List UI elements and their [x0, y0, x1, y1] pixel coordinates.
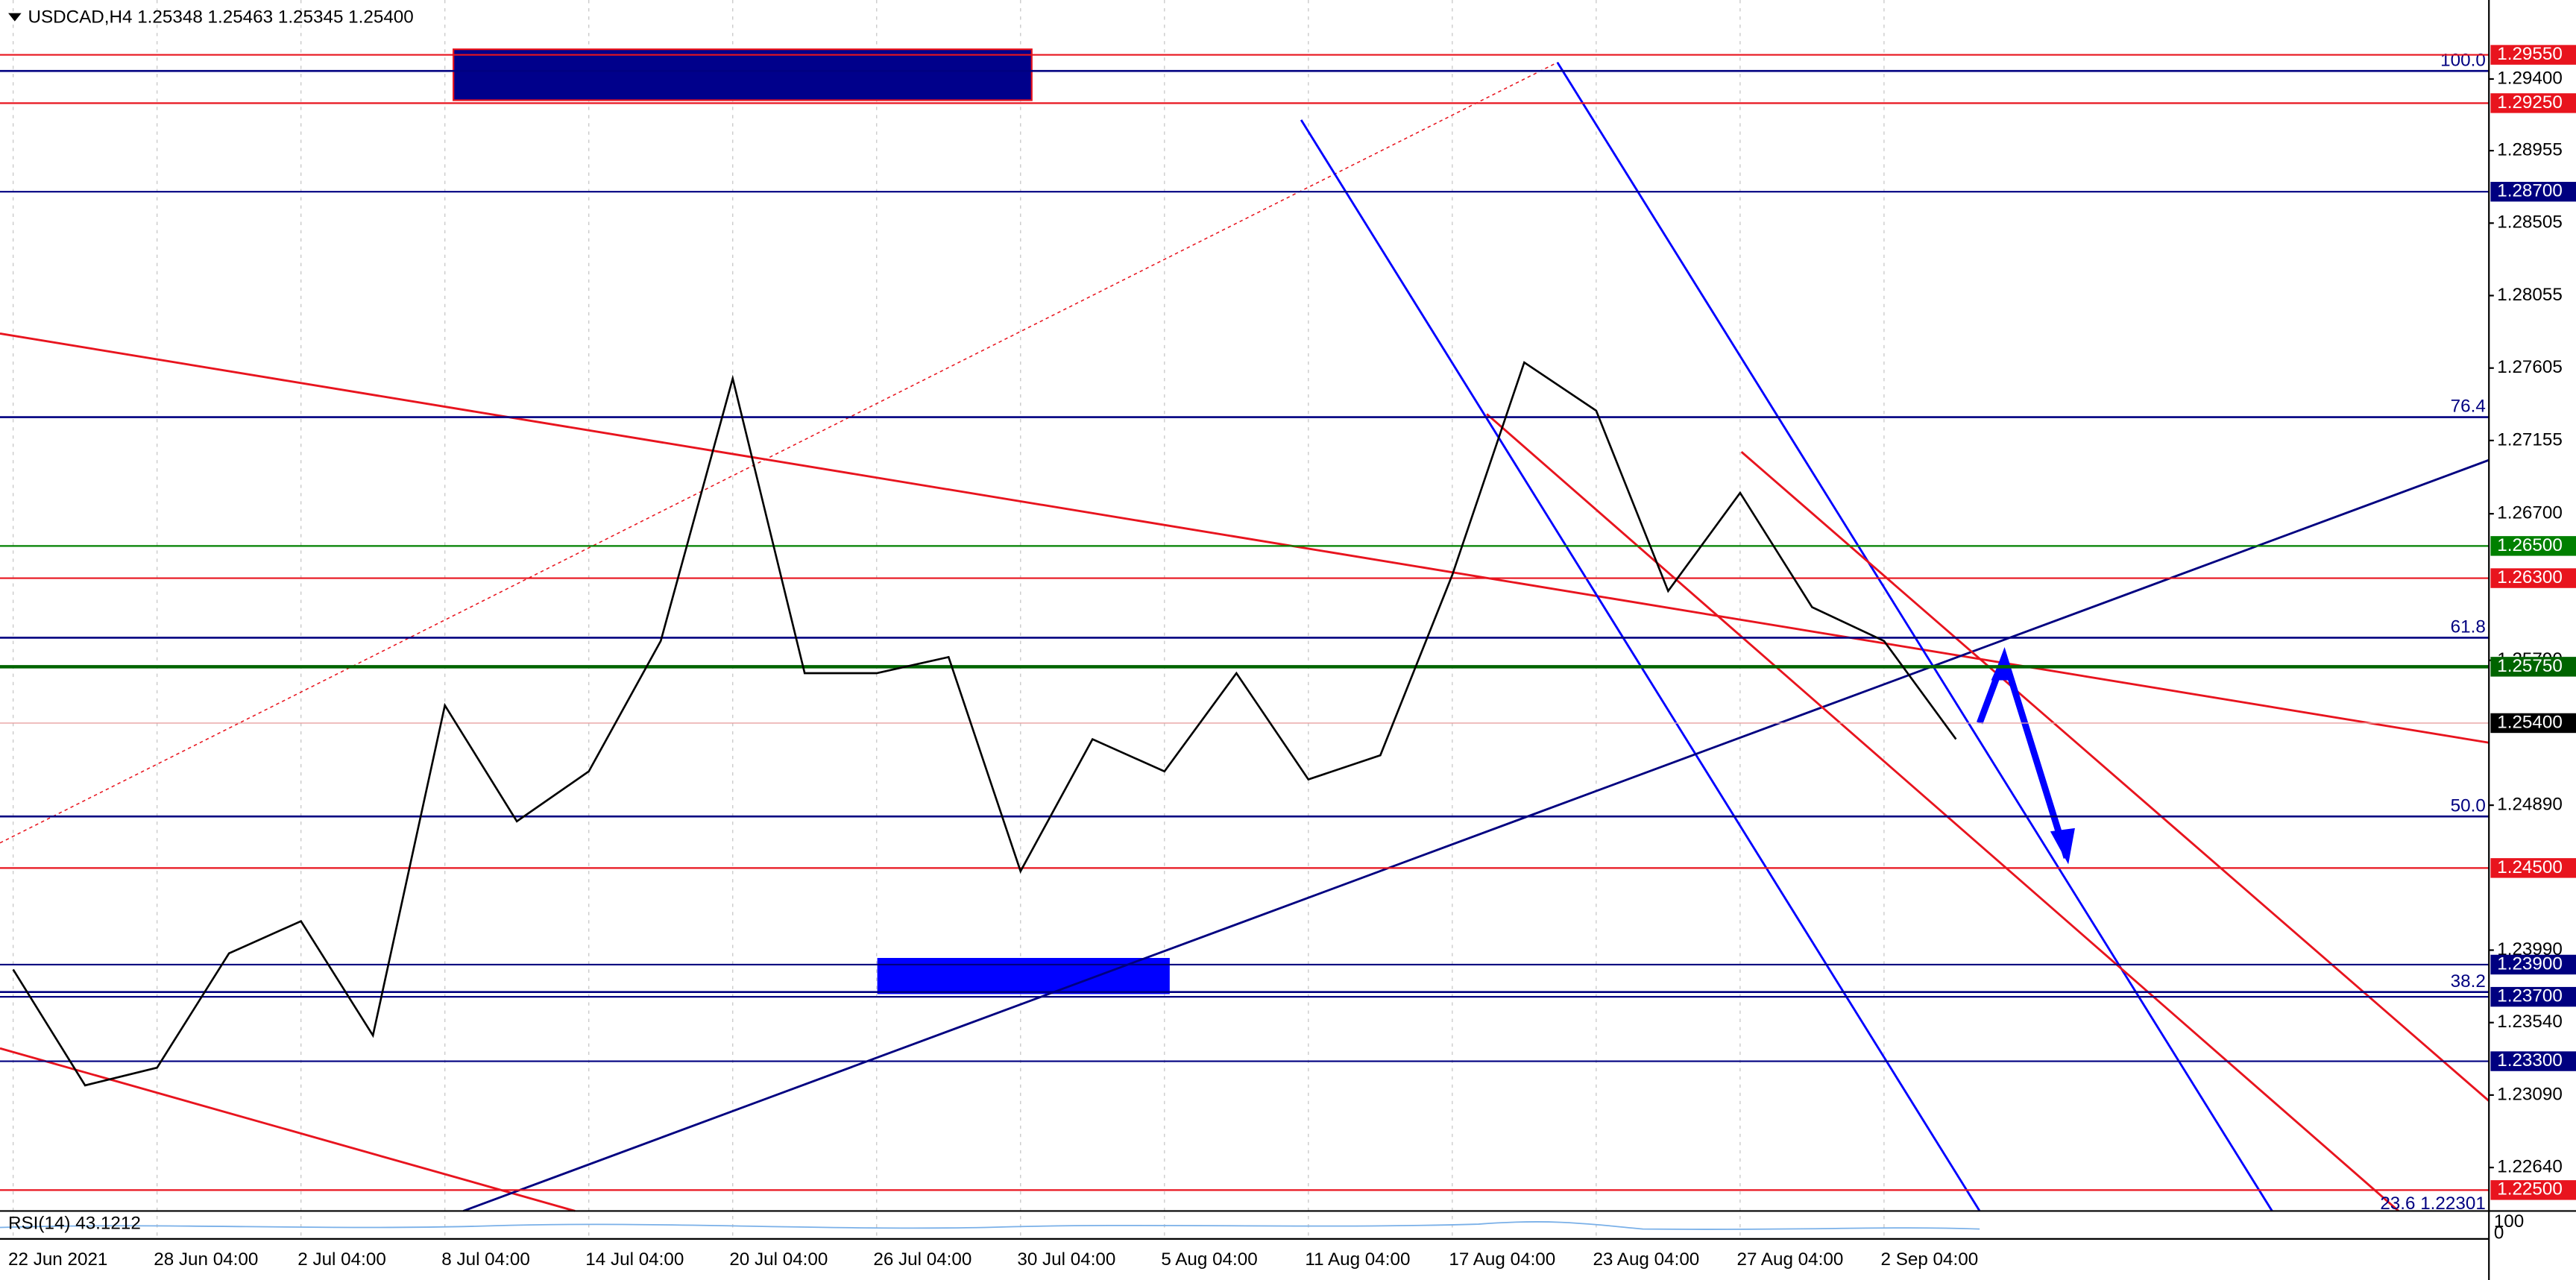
fib-label: 76.4 [2451, 397, 2486, 417]
fib-label: 23.6 1.22301 [2380, 1194, 2485, 1214]
y-tick-label: 1.28955 [2497, 139, 2563, 160]
trendline [0, 332, 2490, 744]
x-tick-label: 27 Aug 04:00 [1736, 1249, 1843, 1270]
x-tick-label: 26 Jul 04:00 [873, 1249, 971, 1270]
zone-rect [453, 48, 1033, 101]
price-label: 1.24500 [2497, 857, 2563, 877]
x-tick-label: 2 Jul 04:00 [297, 1249, 386, 1270]
x-tick-label: 8 Jul 04:00 [441, 1249, 530, 1270]
y-tick-label: 1.23090 [2497, 1084, 2563, 1104]
price-label-box [2490, 181, 2576, 202]
price-label-box [2490, 986, 2576, 1007]
y-tick-label: 1.28505 [2497, 212, 2563, 233]
price-label: 1.29250 [2497, 92, 2563, 113]
arrow-head [2050, 827, 2075, 865]
rsi-scale: 100 [2494, 1211, 2524, 1232]
price-label-box [2490, 713, 2576, 734]
y-tick-label: 1.28055 [2497, 285, 2563, 305]
trendline [462, 458, 2490, 1212]
grid [12, 0, 1885, 1239]
x-tick-label: 17 Aug 04:00 [1449, 1249, 1555, 1270]
price-label-box [2490, 568, 2576, 588]
price-label: 1.22500 [2497, 1179, 2563, 1199]
y-tick-label: 1.27605 [2497, 357, 2563, 377]
rsi-label: RSI(14) 43.1212 [8, 1213, 141, 1233]
fib-label: 50.0 [2451, 795, 2486, 816]
x-tick-label: 30 Jul 04:00 [1017, 1249, 1115, 1270]
price-label: 1.26500 [2497, 535, 2563, 555]
price-label: 1.23300 [2497, 1050, 2563, 1071]
fib-label: 38.2 [2451, 971, 2486, 991]
x-tick-label: 14 Jul 04:00 [585, 1249, 684, 1270]
x-tick-label: 11 Aug 04:00 [1305, 1249, 1410, 1270]
price-label-box [2490, 657, 2576, 677]
y-tick-label: 1.26700 [2497, 503, 2563, 523]
price-label: 1.25750 [2497, 656, 2563, 676]
symbol-header: USDCAD,H4 1.25348 1.25463 1.25345 1.2540… [28, 7, 413, 28]
x-tick-label: 28 Jun 04:00 [154, 1249, 258, 1270]
price-line [12, 361, 1957, 1087]
y-tick-label: 1.29400 [2497, 68, 2563, 88]
price-label-box [2490, 536, 2576, 556]
channel-line [1556, 61, 2273, 1212]
rsi-scale: 0 [2494, 1223, 2504, 1243]
price-label-box [2490, 1180, 2576, 1200]
channel-line [1486, 413, 2399, 1212]
x-tick-label: 23 Aug 04:00 [1593, 1249, 1699, 1270]
x-tick-label: 5 Aug 04:00 [1161, 1249, 1257, 1270]
price-label-box [2490, 93, 2576, 113]
x-tick-label: 22 Jun 2021 [8, 1249, 107, 1270]
trendline [0, 1047, 576, 1212]
plot: 1.29400 1.28955 1.28505 1.28055 1.27605 1.271… [0, 44, 2576, 1270]
price-label-box [2490, 954, 2576, 975]
y-tick-label: 1.22640 [2497, 1157, 2563, 1177]
price-label-box [2490, 858, 2576, 878]
x-tick-label: 2 Sep 04:00 [1881, 1249, 1979, 1270]
fib-line [0, 62, 1558, 844]
fib-label: 61.8 [2451, 617, 2486, 637]
price-label: 1.29550 [2497, 44, 2563, 64]
menu-arrow [8, 13, 22, 22]
price-label: 1.28700 [2497, 181, 2563, 201]
fib-label: 100.0 [2440, 50, 2486, 70]
zone-rect [877, 957, 1170, 994]
x-tick-label: 20 Jul 04:00 [729, 1249, 828, 1270]
price-label: 1.25400 [2497, 712, 2563, 732]
price-label-box [2490, 1051, 2576, 1071]
y-tick-label: 1.24890 [2497, 795, 2563, 815]
price-label: 1.23700 [2497, 986, 2563, 1006]
y-tick-label: 1.23540 [2497, 1012, 2563, 1032]
price-label: 1.26300 [2497, 567, 2563, 587]
price-label-box [2490, 45, 2576, 65]
rsi-line [0, 1220, 1980, 1231]
y-tick-label: 1.27155 [2497, 429, 2563, 450]
price-label: 1.23900 [2497, 953, 2563, 974]
